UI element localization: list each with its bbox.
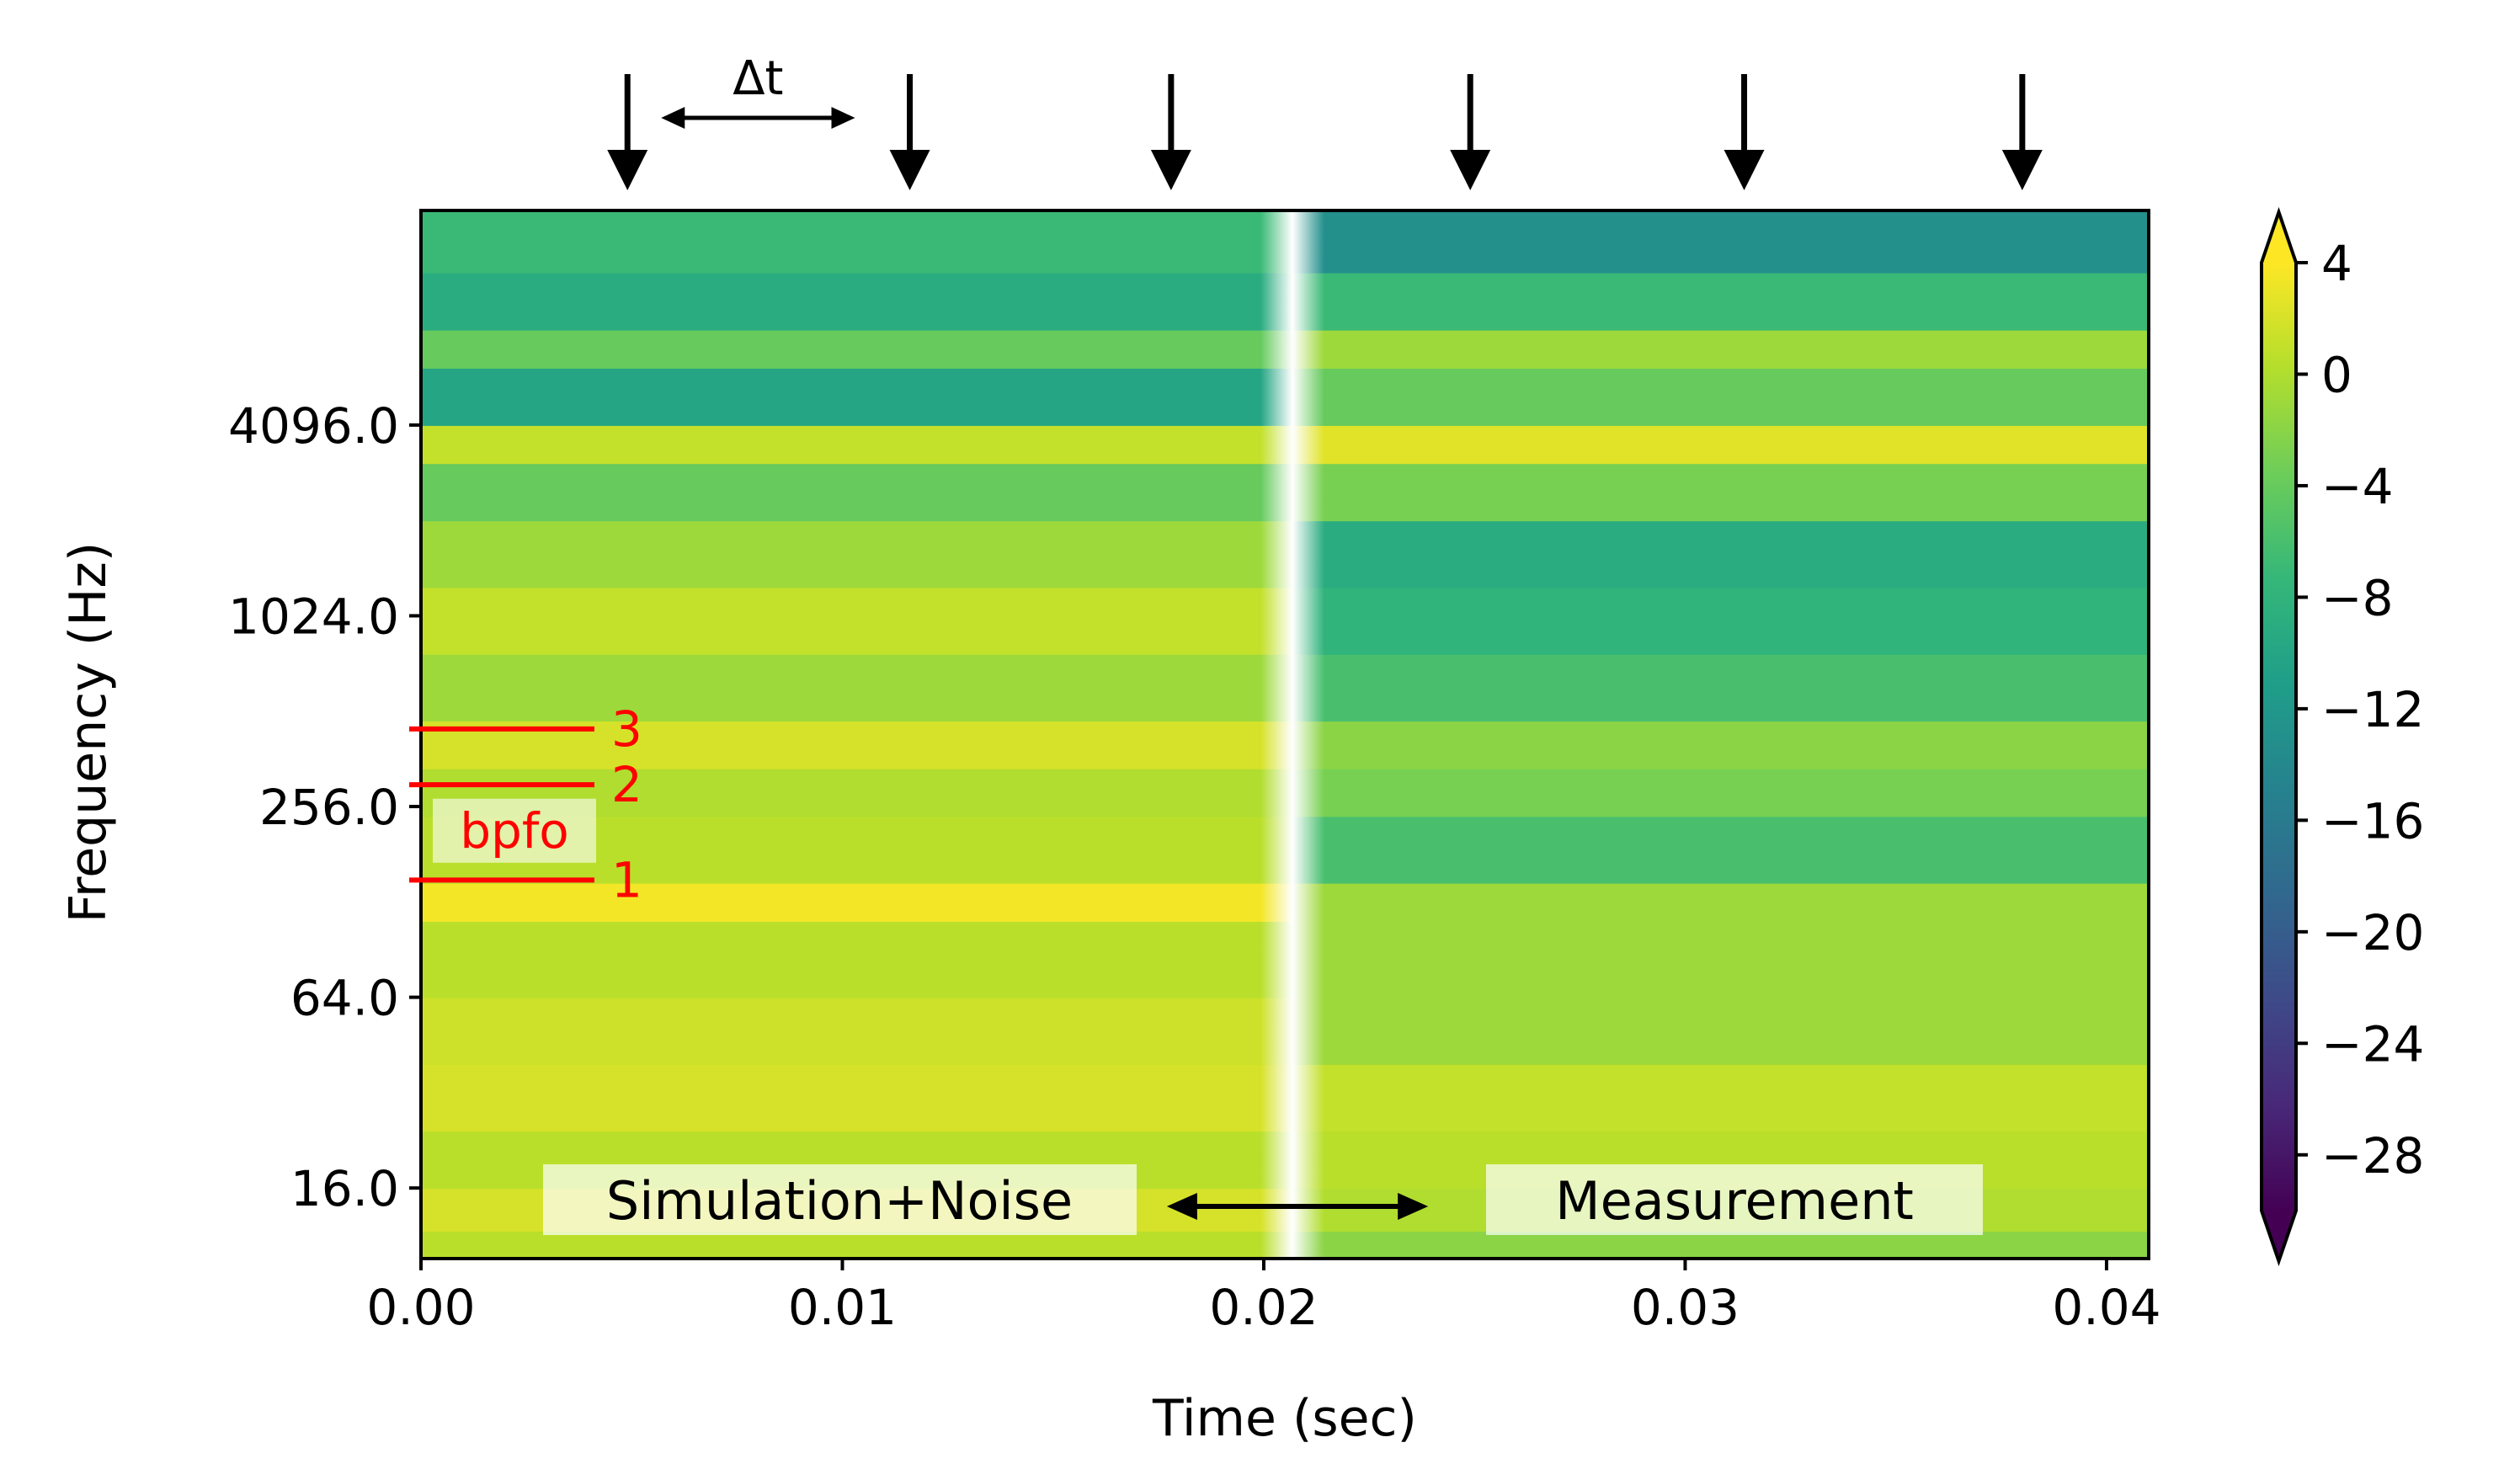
impulse-arrow-head	[607, 150, 648, 190]
plot-frame	[419, 209, 2150, 1260]
band-sim-17	[421, 272, 1294, 331]
band-meas-16	[1293, 329, 2149, 369]
x-tick-label: 0.04	[2052, 1279, 2160, 1336]
impulse-arrow-head	[1150, 150, 1191, 190]
bpfo-label-box	[433, 798, 596, 863]
bpfo-harmonic-label: 1	[611, 851, 642, 908]
band-meas-3	[1293, 1063, 2149, 1132]
impulse-arrow	[889, 74, 930, 190]
band-sim-5	[421, 920, 1294, 998]
colorbar-tick-label: −20	[2321, 904, 2424, 961]
impulse-arrow-head	[889, 150, 930, 190]
y-tick-label: 256.0	[259, 779, 399, 836]
band-sim-6	[421, 882, 1294, 922]
impulse-arrow	[1150, 74, 1191, 190]
bpfo-harmonic-label: 2	[611, 756, 642, 813]
band-meas-12	[1293, 520, 2149, 588]
band-meas-6	[1293, 882, 2149, 922]
delta-t-annotation: Δt	[661, 51, 855, 129]
impulse-arrows	[607, 74, 2043, 190]
simulation-label: Simulation+Noise	[606, 1170, 1073, 1232]
x-tick-label: 0.01	[788, 1279, 897, 1336]
impulse-arrow	[1450, 74, 1491, 190]
colorbar-tick-label: −8	[2321, 569, 2394, 626]
band-meas-7	[1293, 816, 2149, 884]
band-sim-13	[421, 463, 1294, 522]
impulse-arrow	[2001, 74, 2043, 190]
bpfo-harmonic-label: 3	[611, 700, 642, 758]
band-meas-14	[1293, 424, 2149, 465]
band-meas-0	[1293, 1231, 2149, 1259]
band-sim-3	[421, 1063, 1294, 1132]
y-tick-label: 64.0	[290, 970, 399, 1027]
x-tick-label: 0.02	[1209, 1279, 1318, 1336]
band-meas-8	[1293, 768, 2149, 817]
band-sim-11	[421, 587, 1294, 655]
signal-gap	[1260, 210, 1324, 1259]
band-meas-13	[1293, 463, 2149, 522]
delta-t-arrow-right-head	[831, 107, 855, 129]
x-axis-label: Time (sec)	[1152, 1389, 1417, 1448]
y-tick-label: 1024.0	[228, 588, 399, 645]
colorbar-extend-bottom	[2262, 1211, 2296, 1261]
band-sim-15	[421, 367, 1294, 426]
colorbar-extend-top	[2262, 212, 2296, 263]
x-tick-label: 0.00	[366, 1279, 475, 1336]
band-meas-15	[1293, 367, 2149, 426]
colorbar-tick-label: −24	[2321, 1015, 2424, 1073]
y-tick-label: 16.0	[290, 1160, 399, 1217]
colorbar-frame	[2260, 206, 2298, 1267]
measurement-label: Measurement	[1555, 1170, 1914, 1232]
band-meas-4	[1293, 997, 2149, 1065]
bpfo-label: bpfo	[460, 802, 569, 860]
impulse-arrow	[1724, 74, 1765, 190]
colorbar-tick-label: 4	[2321, 235, 2352, 292]
simulation-label-box	[543, 1164, 1137, 1235]
measurement-label-box	[1486, 1164, 1983, 1235]
y-axis-label: Frequency (Hz)	[59, 542, 118, 923]
impulse-arrow-head	[1450, 150, 1491, 190]
colorbar-tick-label: −28	[2321, 1127, 2424, 1185]
band-meas-5	[1293, 920, 2149, 998]
delta-t-label: Δt	[733, 51, 783, 106]
delta-t-arrow-left-head	[661, 107, 685, 129]
band-meas-10	[1293, 653, 2149, 722]
band-sim-4	[421, 997, 1294, 1065]
x-axis: 0.00 0.01 0.02 0.03 0.04	[366, 1259, 2161, 1336]
colorbar-tick-label: −12	[2321, 681, 2424, 738]
region-labels: Simulation+Noise Measurement	[543, 1164, 1983, 1235]
band-sim-12	[421, 520, 1294, 588]
bpfo-annotation: 1 23 bpfo	[409, 700, 642, 908]
colorbar: 4 0 −4 −8 −12 −16 −20 −24 −28	[2260, 206, 2424, 1267]
colorbar-tick-label: 0	[2321, 346, 2352, 403]
band-meas-11	[1293, 587, 2149, 655]
region-arrow-left-head	[1166, 1193, 1197, 1220]
band-sim-10	[421, 653, 1294, 722]
band-sim-0	[421, 1231, 1294, 1259]
colorbar-body	[2262, 263, 2296, 1211]
band-sim-16	[421, 329, 1294, 369]
impulse-arrow-head	[2001, 150, 2043, 190]
region-arrow-right-head	[1398, 1193, 1429, 1220]
band-meas-18	[1293, 210, 2149, 274]
y-tick-label: 4096.0	[228, 397, 399, 455]
y-axis: 16.0 64.0 256.0 1024.0 4096.0	[228, 397, 421, 1217]
band-sim-14	[421, 424, 1294, 465]
scalogram-heatmap	[421, 210, 2149, 1259]
x-tick-label: 0.03	[1631, 1279, 1739, 1336]
band-meas-9	[1293, 721, 2149, 769]
colorbar-tick-label: −16	[2321, 792, 2424, 849]
band-meas-17	[1293, 272, 2149, 331]
colorbar-tick-label: −4	[2321, 458, 2394, 515]
impulse-arrow-head	[1724, 150, 1765, 190]
impulse-arrow	[607, 74, 648, 190]
band-sim-18	[421, 210, 1294, 274]
